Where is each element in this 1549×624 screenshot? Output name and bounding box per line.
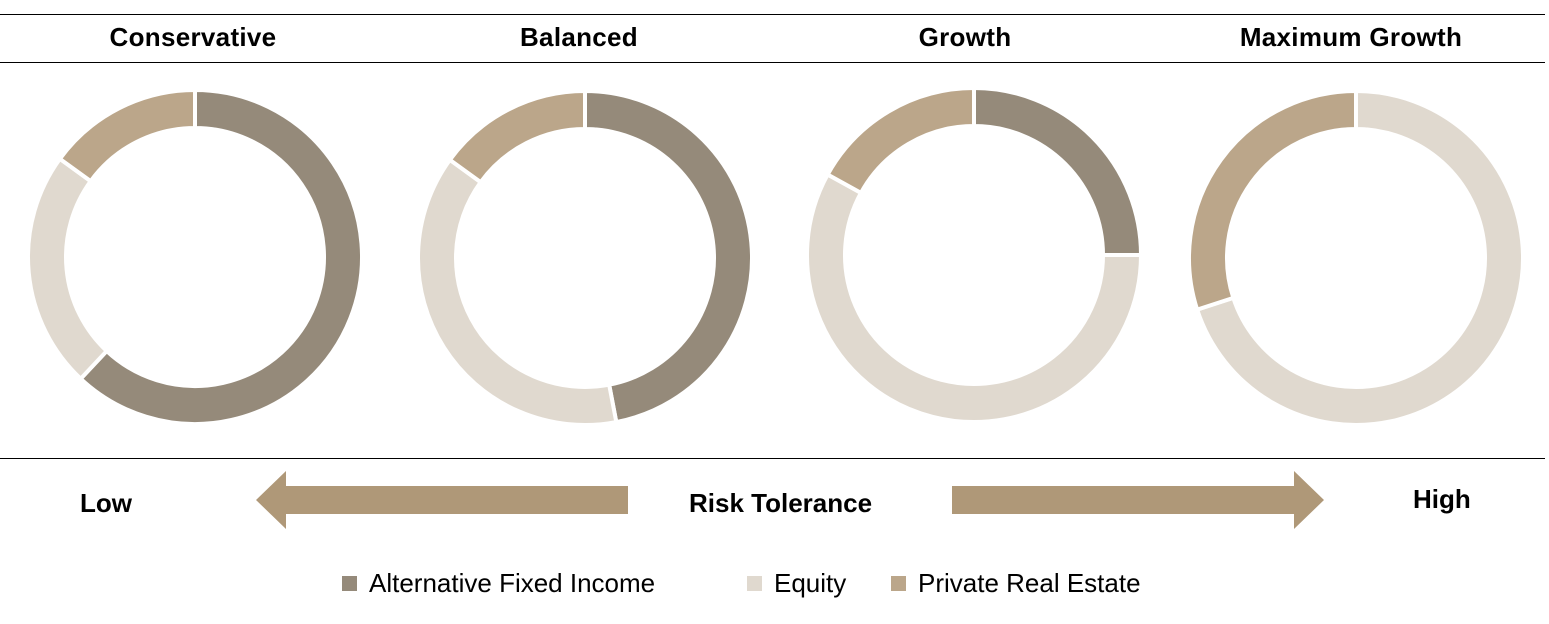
donut-slice-private-real-estate	[447, 88, 587, 185]
legend-label: Alternative Fixed Income	[369, 568, 656, 598]
risk-tolerance-label: Risk Tolerance	[689, 488, 873, 518]
legend-item-equity: Equity	[747, 568, 846, 599]
donut-slice-private-real-estate	[1186, 88, 1358, 313]
donut-slice-equity	[416, 157, 619, 427]
legend-item-private-real-estate: Private Real Estate	[891, 568, 1141, 599]
donut-charts	[26, 85, 1525, 427]
legend-swatch	[747, 576, 762, 591]
risk-high-label: High	[1413, 484, 1471, 514]
risk-low-label: Low	[80, 488, 132, 518]
donut-slice-private-real-estate	[57, 87, 197, 184]
header-rule	[0, 62, 1545, 63]
donut-slice-equity	[805, 171, 1144, 424]
donut-slice-equity	[1194, 88, 1525, 427]
donut-slice-alternative-fixed-income	[583, 88, 754, 425]
footer-rule	[0, 458, 1545, 459]
right-arrow-shape	[952, 471, 1324, 529]
title-conservative: Conservative	[109, 22, 277, 52]
legend-item-alternative-fixed-income: Alternative Fixed Income	[342, 568, 655, 599]
left-arrow-icon	[256, 471, 628, 529]
title-maximum-growth: Maximum Growth	[1239, 22, 1463, 52]
title-balanced: Balanced	[519, 22, 638, 52]
legend-swatch	[342, 576, 357, 591]
right-arrow-icon	[952, 471, 1324, 529]
legend-swatch	[891, 576, 906, 591]
top-rule	[0, 14, 1545, 15]
donut-slice-alternative-fixed-income	[972, 85, 1144, 257]
donut-slice-equity	[26, 156, 110, 382]
left-arrow-shape	[256, 471, 628, 529]
legend-label: Private Real Estate	[918, 568, 1141, 598]
donut-slice-alternative-fixed-income	[77, 87, 364, 426]
title-growth: Growth	[918, 22, 1012, 52]
donut-slice-private-real-estate	[824, 85, 976, 196]
legend-label: Equity	[774, 568, 847, 598]
legend: Alternative Fixed Income Equity Private …	[0, 568, 1549, 604]
